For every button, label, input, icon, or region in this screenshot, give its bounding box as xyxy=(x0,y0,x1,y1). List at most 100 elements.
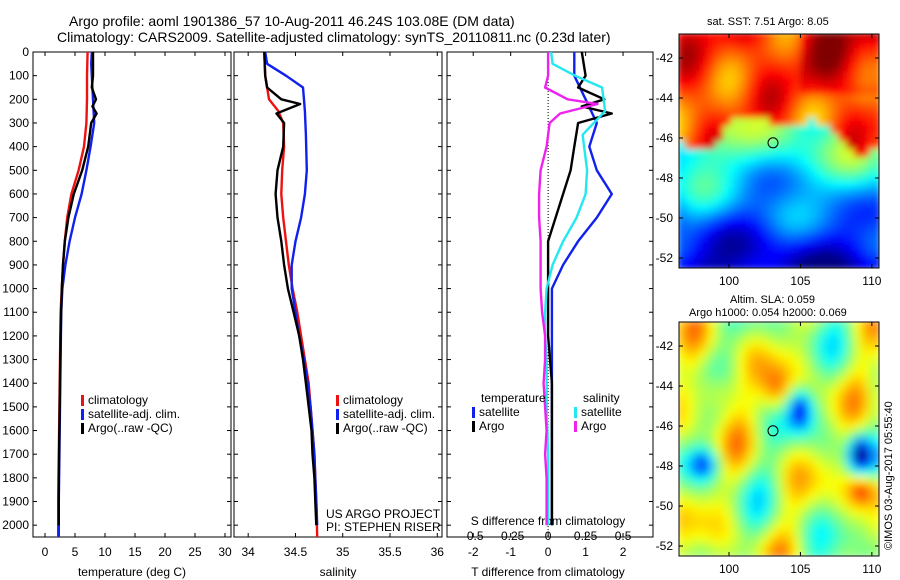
depth-tick-label: 100 xyxy=(9,69,29,83)
x-tick-label: 30 xyxy=(218,545,232,559)
x-tick-label: 0.25 xyxy=(574,529,598,543)
sst-map-axes: -42 -44 -46 -48 -50 -52 100 105 110 xyxy=(656,34,882,288)
legend-swatch xyxy=(336,423,339,434)
figure-title-line2: Climatology: CARS2009. Satellite-adjuste… xyxy=(57,29,611,45)
x-tick-label: 0 xyxy=(545,529,552,543)
legend-temperature-title: temperature xyxy=(481,391,546,405)
legend-swatch xyxy=(81,395,84,406)
salinity-xlabel: salinity xyxy=(320,565,357,579)
salinity-series-2 xyxy=(263,51,318,526)
depth-tick-label: 1300 xyxy=(2,353,29,367)
depth-tick-label: 2000 xyxy=(2,518,29,532)
sla-map-title1: Altim. SLA: 0.059 xyxy=(730,294,815,306)
map-lon-tick: 110 xyxy=(862,562,881,576)
map-lon-tick: 105 xyxy=(790,274,810,288)
x-tick-label: 34 xyxy=(242,545,256,559)
x-tick-label: -2 xyxy=(468,545,479,559)
map-lat-tick: -50 xyxy=(656,211,674,225)
figure-title-line1: Argo profile: aoml 1901386_57 10-Aug-201… xyxy=(69,13,515,29)
map-lat-tick: -46 xyxy=(656,131,674,145)
map-lon-tick: 100 xyxy=(719,274,739,288)
sla-profile-marker xyxy=(767,425,779,437)
x-tick-label: -1 xyxy=(505,545,516,559)
legend-swatch xyxy=(574,421,577,432)
depth-tick-label: 700 xyxy=(9,211,29,225)
x-tick-label: 15 xyxy=(128,545,142,559)
depth-tick-label: 200 xyxy=(9,92,29,106)
depth-tick-label: 400 xyxy=(9,140,29,154)
depth-tick-label: 600 xyxy=(9,187,29,201)
difference-frame xyxy=(446,51,654,538)
map-lat-tick: -42 xyxy=(656,339,674,353)
legend-entry: satellite-adj. clim. xyxy=(88,407,180,421)
t-difference-xlabel: T difference from climatology xyxy=(471,565,625,579)
sst-profile-marker xyxy=(767,137,779,149)
diff-sal-argo xyxy=(537,52,599,526)
salinity-series-1 xyxy=(264,51,319,526)
map-lat-tick: -52 xyxy=(656,251,674,265)
depth-tick-label: 1800 xyxy=(2,471,29,485)
credit-pi: PI: STEPHEN RISER xyxy=(326,520,441,534)
x-tick-label: 34.5 xyxy=(284,545,308,559)
x-tick-label: 2 xyxy=(620,545,627,559)
legend-swatch xyxy=(472,407,475,418)
depth-tick-label: 500 xyxy=(9,163,29,177)
legend-entry: satellite-adj. clim. xyxy=(343,407,435,421)
map-lat-tick: -44 xyxy=(656,379,674,393)
map-lon-tick: 100 xyxy=(719,562,739,576)
depth-tick-label: 1900 xyxy=(2,495,29,509)
legend-swatch xyxy=(81,423,84,434)
salinity-series-0 xyxy=(263,51,319,538)
sla-map-title2: Argo h1000: 0.054 h2000: 0.069 xyxy=(689,307,847,319)
x-tick-label: 35 xyxy=(336,545,350,559)
depth-tick-label: 1400 xyxy=(2,376,29,390)
temperature-xlabel: temperature (deg C) xyxy=(78,565,186,579)
map-lat-tick: -42 xyxy=(656,51,674,65)
map-lat-tick: -46 xyxy=(656,419,674,433)
legend-entry: satellite xyxy=(581,405,622,419)
legend-entry: climatology xyxy=(88,393,148,407)
legend-entry: climatology xyxy=(343,393,403,407)
depth-tick-label: 800 xyxy=(9,234,29,248)
x-tick-label: -0.25 xyxy=(497,529,525,543)
x-tick-label: 1 xyxy=(582,545,589,559)
map-lat-tick: -48 xyxy=(656,171,674,185)
imos-stamp: ©IMOS 03-Aug-2017 05:55:40 xyxy=(883,401,895,550)
x-tick-label: 20 xyxy=(158,545,172,559)
x-tick-label: 36 xyxy=(431,545,445,559)
sst-map-title: sat. SST: 7.51 Argo: 8.05 xyxy=(707,16,829,28)
sst-map xyxy=(679,34,879,268)
x-tick-label: 0.5 xyxy=(615,529,632,543)
x-tick-label: 0 xyxy=(42,545,49,559)
temperature-panel: 0100200300400500600700800900100011001200… xyxy=(2,45,232,579)
legend-entry: Argo(..raw -QC) xyxy=(88,421,173,435)
legend-swatch xyxy=(336,409,339,420)
depth-tick-label: 1500 xyxy=(2,400,29,414)
salinity-panel: 34 34.5 35 35.5 36 salinity climatologysatelli… xyxy=(233,51,445,579)
map-lat-tick: -48 xyxy=(656,459,674,473)
depth-tick-label: 1000 xyxy=(2,282,29,296)
map-lat-tick: -50 xyxy=(656,499,674,513)
diff-sal-satellite xyxy=(543,51,607,526)
legend-entry: Argo(..raw -QC) xyxy=(343,421,428,435)
depth-tick-label: 0 xyxy=(22,45,29,59)
depth-tick-label: 1700 xyxy=(2,447,29,461)
legend-salinity-title: salinity xyxy=(583,391,620,405)
legend-entry: Argo xyxy=(581,419,607,433)
temperature-frame xyxy=(32,51,232,538)
x-tick-label: 10 xyxy=(98,545,112,559)
map-lon-tick: 105 xyxy=(790,562,810,576)
depth-tick-label: 1600 xyxy=(2,424,29,438)
sla-map xyxy=(679,322,879,556)
salinity-frame xyxy=(233,51,443,538)
depth-tick-label: 1100 xyxy=(3,305,29,319)
map-lon-tick: 110 xyxy=(862,274,881,288)
x-tick-label: 0 xyxy=(545,545,552,559)
credit-project: US ARGO PROJECT xyxy=(326,507,441,521)
x-tick-label: -0.5 xyxy=(463,529,484,543)
legend-entry: Argo xyxy=(479,419,505,433)
difference-panel: -2 -1 0 1 2-0.5 -0.25 0 0.25 0.5S difference fro… xyxy=(446,51,654,579)
legend-swatch xyxy=(336,395,339,406)
legend-entry: satellite xyxy=(479,405,520,419)
